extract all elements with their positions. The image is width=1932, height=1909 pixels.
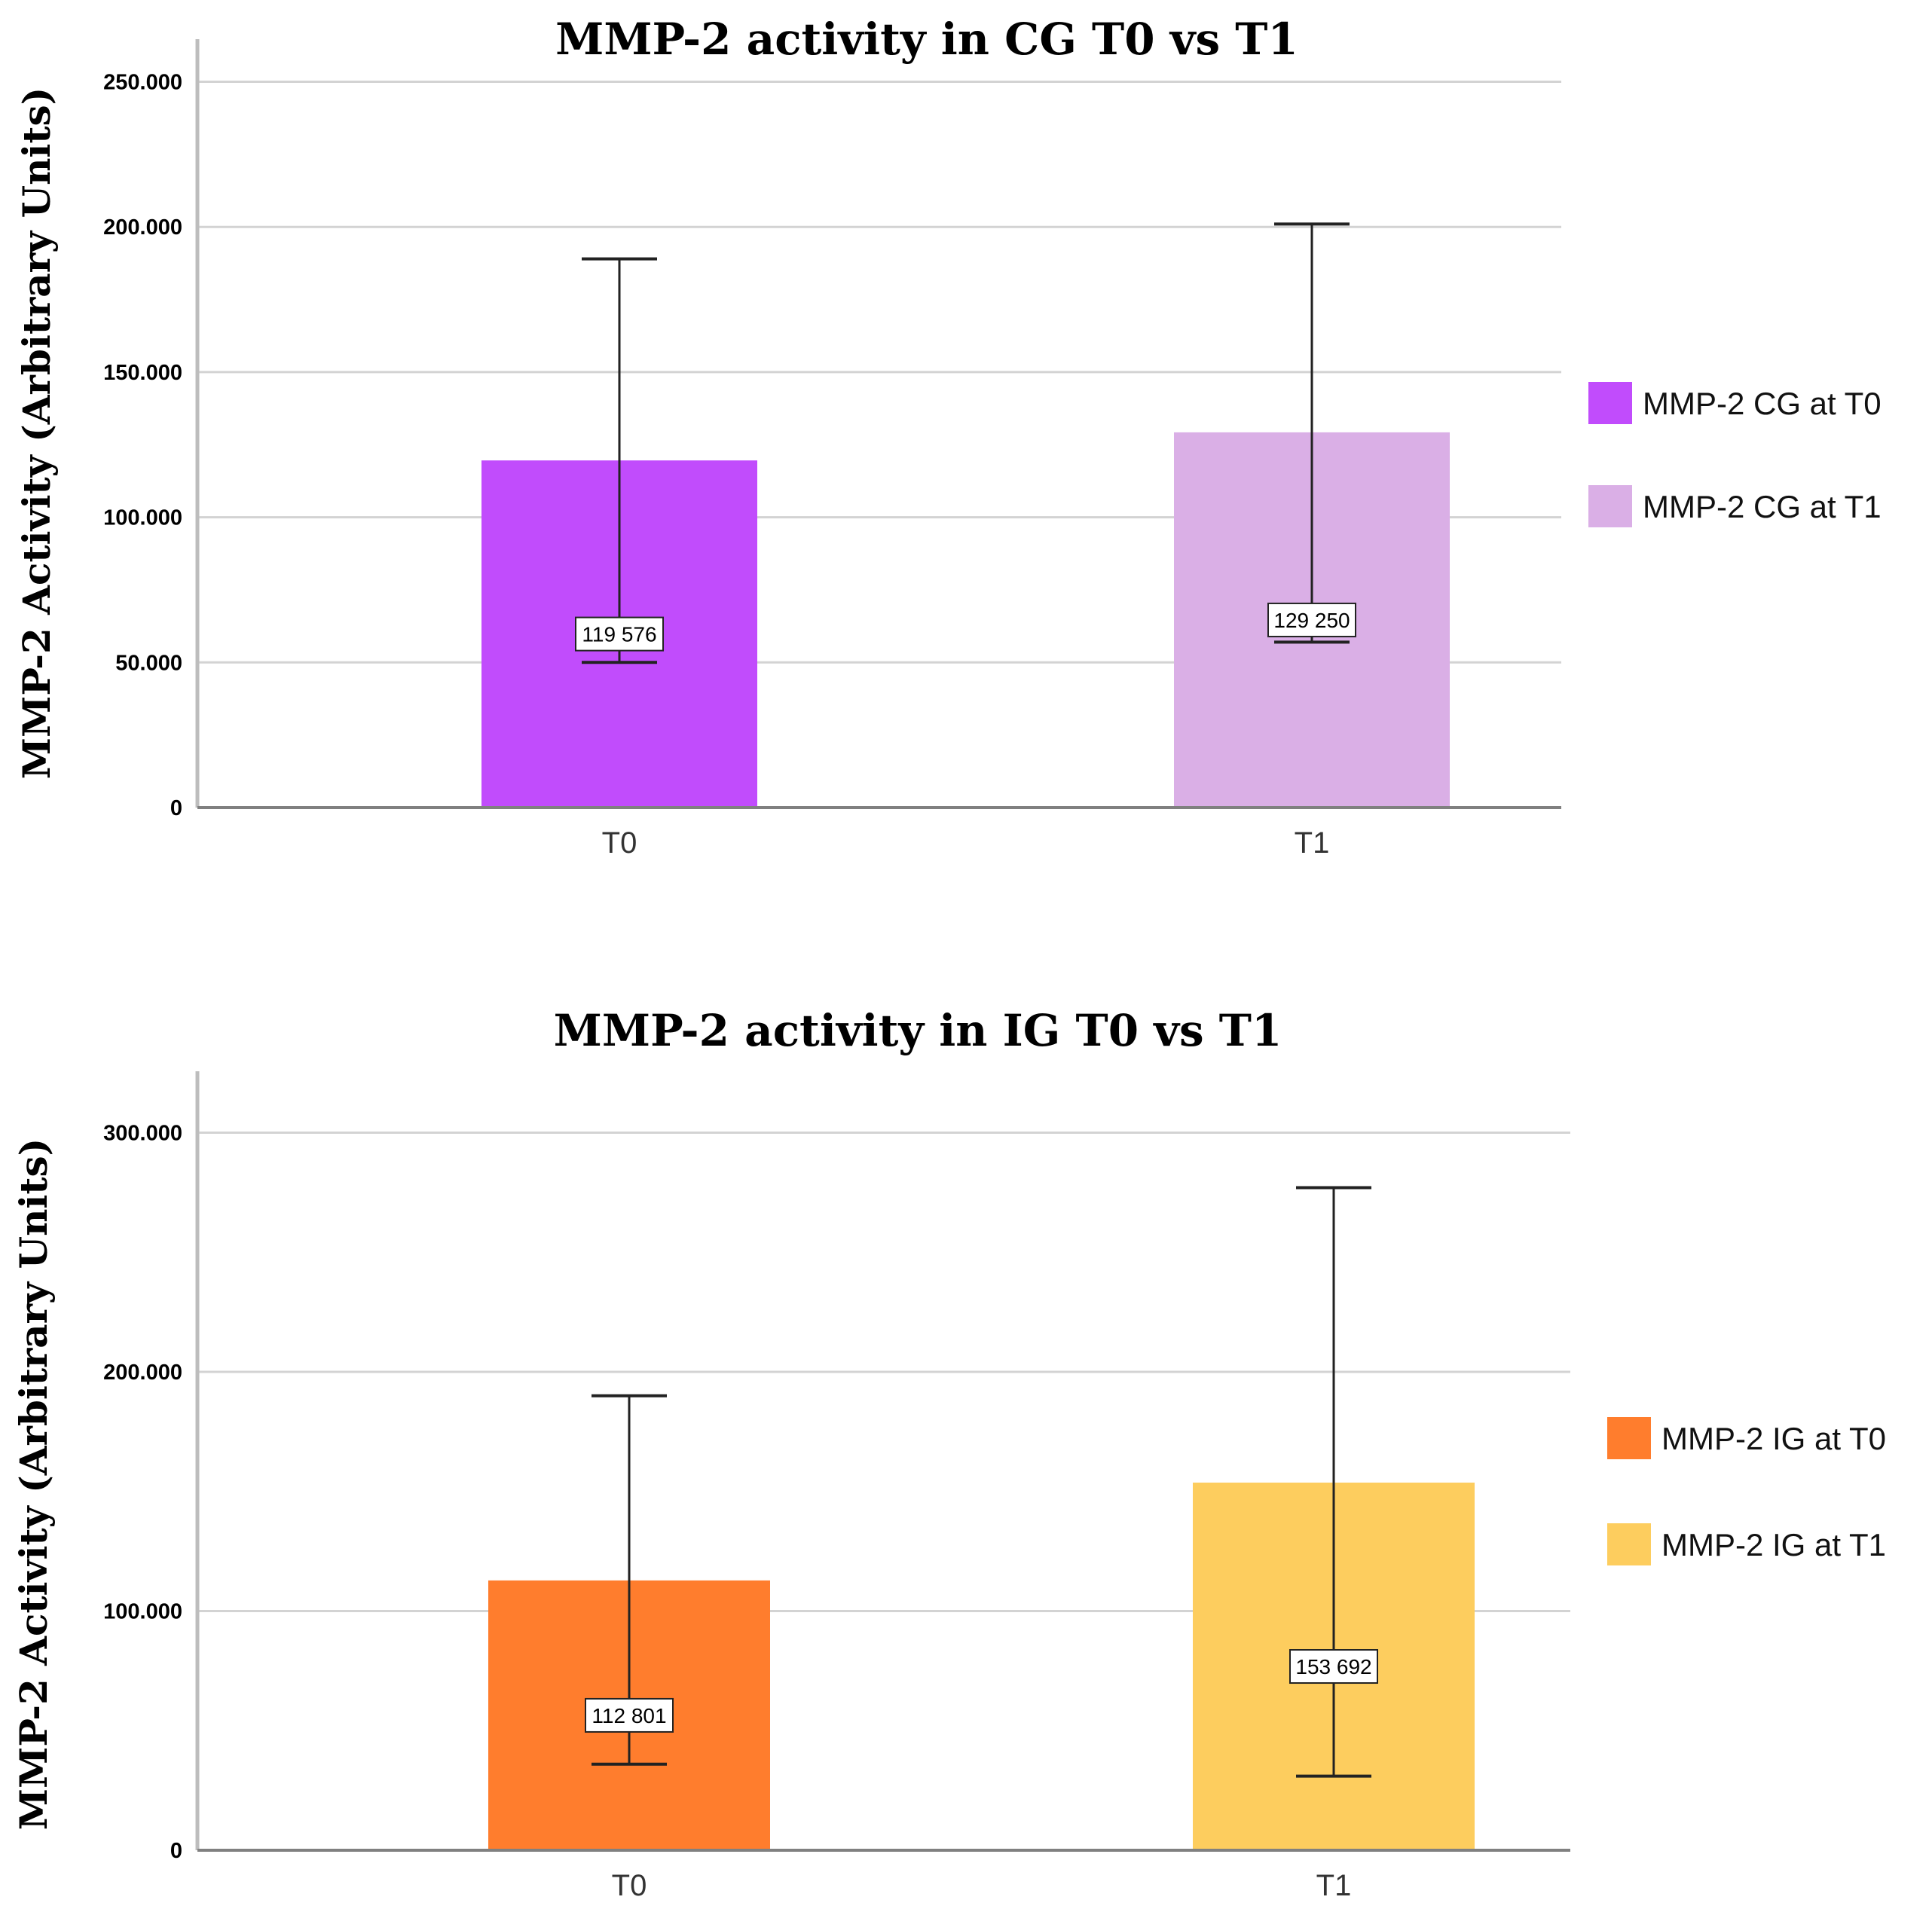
legend-label: MMP-2 IG at T0 [1661, 1421, 1886, 1456]
legend-label: MMP-2 CG at T1 [1643, 489, 1882, 524]
chart-cg-ylabel: MMP-2 Activity (Arbitrary Units) [14, 87, 59, 780]
chart-ig-xtick-label: T1 [1316, 1869, 1352, 1902]
legend-swatch [1588, 485, 1632, 527]
data-label-text: 129 250 [1273, 609, 1350, 632]
legend-swatch [1607, 1417, 1651, 1459]
chart-ig-xtick-label: T0 [612, 1869, 647, 1902]
chart-cg-xtick-label: T1 [1295, 826, 1330, 860]
legend-label: MMP-2 CG at T0 [1643, 386, 1882, 421]
chart-cg-xtick-label: T0 [602, 826, 637, 860]
chart-ig-ytick-labels: 0 100.000 200.000 300.000 [103, 1122, 182, 1864]
chart-ig-ytick-label: 200.000 [103, 1361, 182, 1385]
chart-cg-ytick-label: 100.000 [103, 506, 182, 530]
data-label-box [1289, 1649, 1378, 1685]
chart-ig-data-label-t0: 112 801 [585, 1697, 674, 1733]
chart-cg-data-label-t0: 119 576 [575, 616, 664, 652]
chart-cg: MMP-2 activity in CG T0 vs T1 MMP-2 Acti… [14, 14, 1882, 860]
chart-ig-data-label-t1: 153 692 [1289, 1649, 1378, 1685]
legend-swatch [1588, 382, 1632, 424]
chart-ig-ytick-label: 0 [170, 1839, 182, 1863]
chart-cg-data-label-t1: 129 250 [1267, 602, 1356, 637]
chart-cg-ytick-label: 0 [170, 796, 182, 820]
chart-cg-ytick-label: 200.000 [103, 215, 182, 240]
chart-ig-ylabel: MMP-2 Activity (Arbitrary Units) [11, 1138, 56, 1831]
chart-ig-data-labels: 112 801 153 692 [585, 1649, 1378, 1733]
data-label-box [1267, 602, 1356, 637]
chart-cg-error-bars [582, 222, 1350, 664]
data-label-text: 112 801 [592, 1704, 666, 1727]
chart-cg-error-bar-t1 [1274, 222, 1350, 644]
chart-cg-ytick-label: 150.000 [103, 361, 182, 385]
chart-ig-legend-entry: MMP-2 IG at T1 [1607, 1523, 1886, 1565]
chart-cg-data-labels: 119 576 129 250 [575, 602, 1356, 652]
legend-label: MMP-2 IG at T1 [1661, 1527, 1886, 1562]
legend-swatch [1607, 1523, 1651, 1565]
data-label-text: 153 692 [1295, 1655, 1371, 1678]
chart-cg-title: MMP-2 activity in CG T0 vs T1 [555, 14, 1298, 65]
chart-cg-legend-entry: MMP-2 CG at T1 [1588, 485, 1882, 527]
chart-cg-legend: MMP-2 CG at T0 MMP-2 CG at T1 [1588, 382, 1882, 527]
chart-ig-ytick-label: 300.000 [103, 1122, 182, 1146]
data-label-text: 119 576 [582, 623, 656, 646]
chart-ig-legend: MMP-2 IG at T0 MMP-2 IG at T1 [1607, 1417, 1886, 1565]
chart-ig: MMP-2 activity in IG T0 vs T1 MMP-2 Acti… [11, 1005, 1886, 1902]
chart-ig-xtick-labels: T0 T1 [612, 1869, 1352, 1902]
chart-cg-xtick-labels: T0 T1 [602, 826, 1330, 860]
data-label-box [575, 616, 664, 652]
chart-cg-ytick-label: 50.000 [115, 651, 182, 675]
chart-ig-ytick-label: 100.000 [103, 1600, 182, 1624]
chart-ig-title: MMP-2 activity in IG T0 vs T1 [554, 1005, 1282, 1056]
chart-cg-ytick-label: 250.000 [103, 71, 182, 95]
data-label-box [585, 1697, 674, 1733]
chart-cg-legend-entry: MMP-2 CG at T0 [1588, 382, 1882, 424]
chart-cg-ytick-labels: 0 50.000 100.000 150.000 200.000 250.000 [103, 71, 182, 820]
chart-cg-error-bar-t0 [582, 257, 657, 664]
chart-ig-legend-entry: MMP-2 IG at T0 [1607, 1417, 1886, 1459]
